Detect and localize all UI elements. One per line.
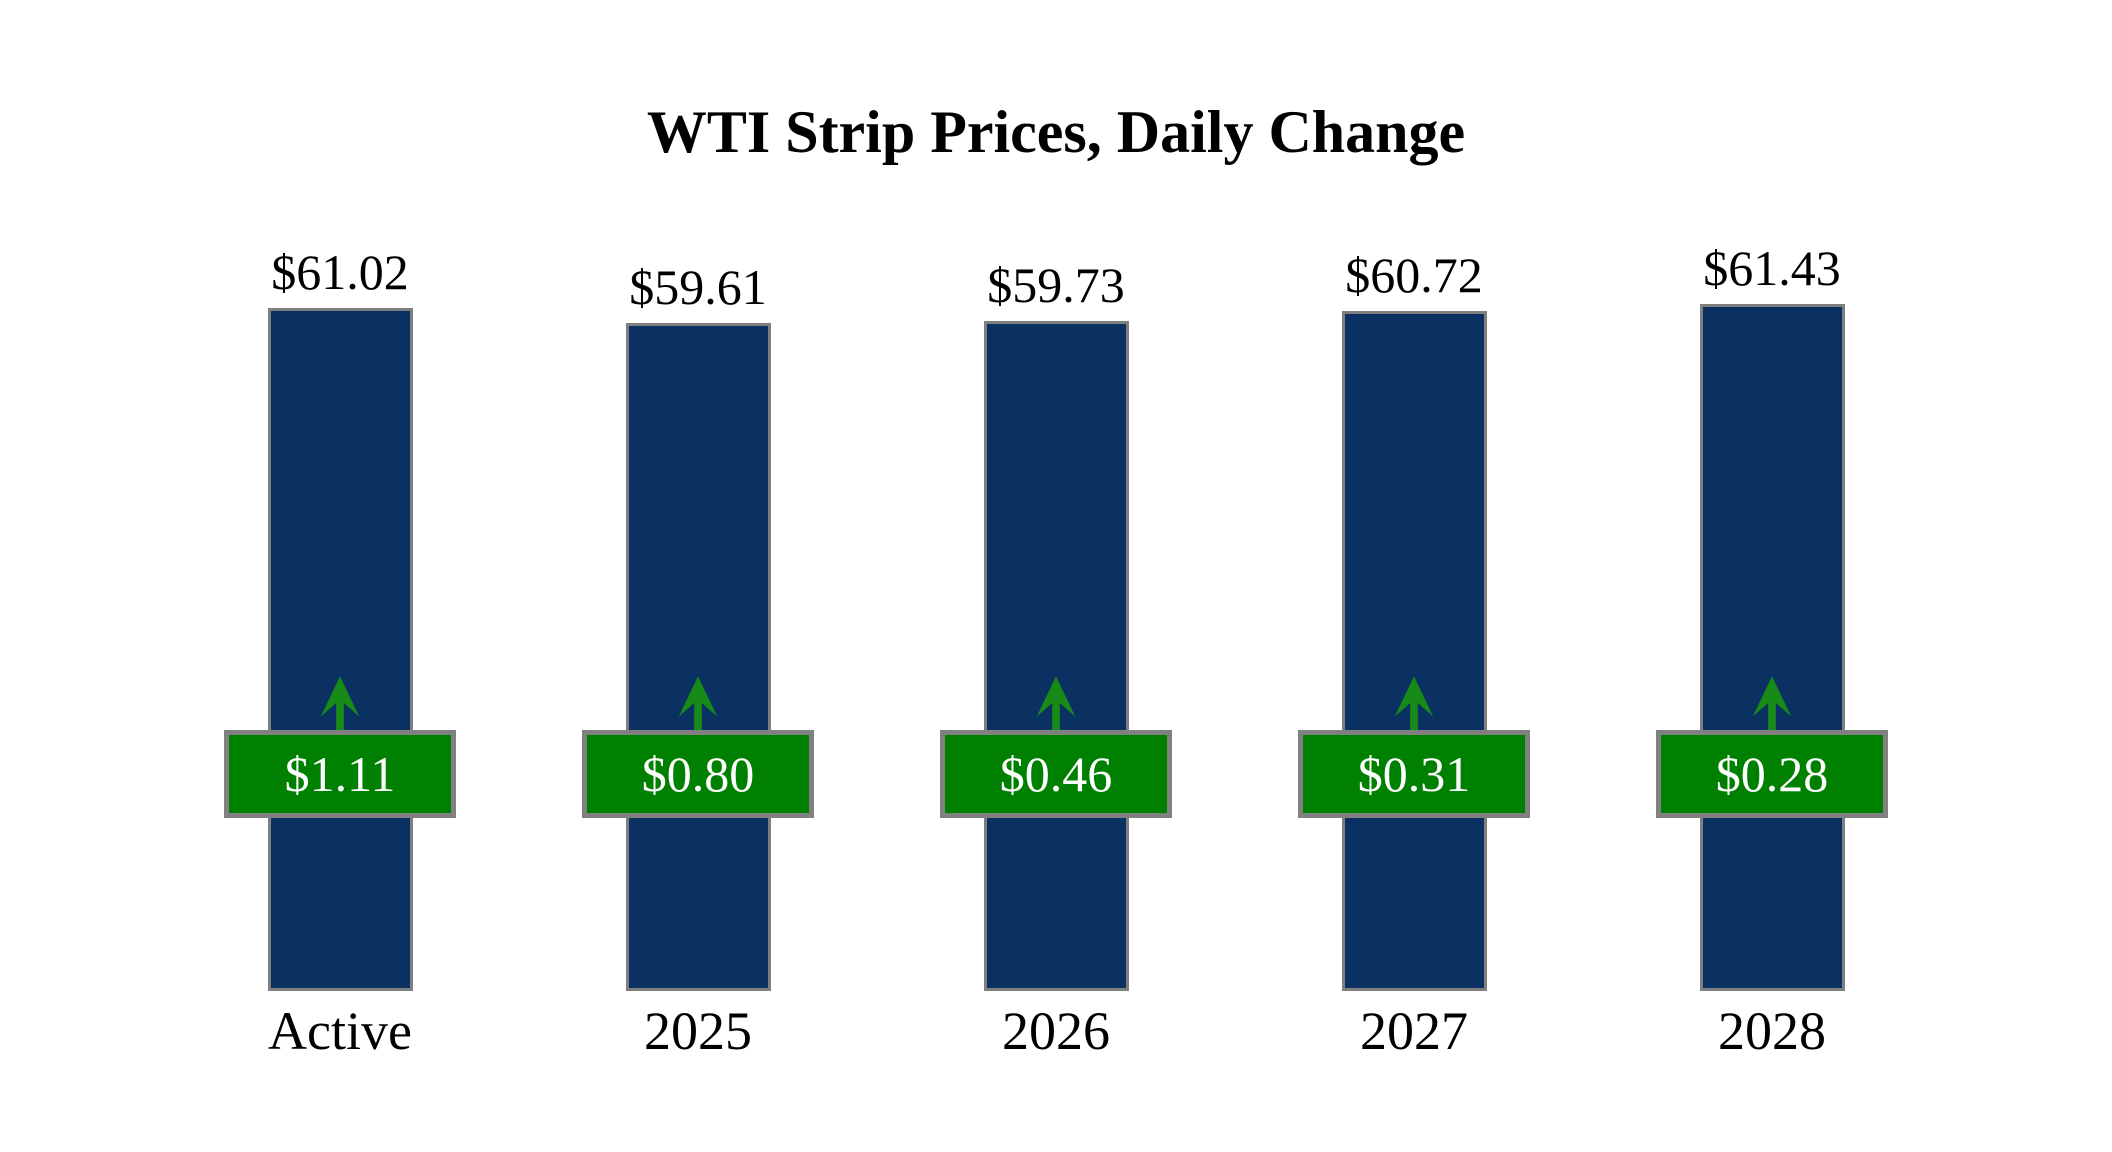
change-badge: $0.31 — [1298, 730, 1530, 818]
price-label: $59.61 — [629, 259, 767, 315]
price-label: $61.43 — [1703, 240, 1841, 296]
change-badge-label: $1.11 — [284, 746, 396, 802]
change-badge-label: $0.28 — [1715, 746, 1829, 802]
change-badge: $0.28 — [1656, 730, 1888, 818]
category-label: 2027 — [1360, 1001, 1468, 1061]
up-arrow-shape — [320, 676, 360, 734]
change-badge-label: $0.80 — [641, 746, 755, 802]
category-label: Active — [268, 1001, 412, 1061]
change-badge: $1.11 — [224, 730, 456, 818]
change-badge: $0.46 — [940, 730, 1172, 818]
price-bar — [1341, 311, 1487, 991]
price-label: $61.02 — [271, 244, 409, 300]
price-bar — [267, 308, 413, 991]
category-label: 2026 — [1002, 1001, 1110, 1061]
change-badge-label: $0.31 — [1357, 746, 1471, 802]
price-bar — [625, 323, 771, 991]
chart-title: WTI Strip Prices, Daily Change — [646, 99, 1466, 165]
price-label: $60.72 — [1345, 247, 1483, 303]
up-arrow-shape — [1394, 676, 1434, 734]
up-arrow-icon — [1752, 676, 1792, 734]
change-badge-label: $0.46 — [999, 746, 1113, 802]
up-arrow-shape — [1752, 676, 1792, 734]
up-arrow-shape — [1036, 676, 1076, 734]
price-bar — [983, 321, 1129, 991]
up-arrow-icon — [320, 676, 360, 734]
price-label: $59.73 — [987, 257, 1125, 313]
up-arrow-icon — [1036, 676, 1076, 734]
up-arrow-shape — [678, 676, 718, 734]
category-label: 2025 — [644, 1001, 752, 1061]
up-arrow-icon — [678, 676, 718, 734]
price-bar — [1699, 304, 1845, 991]
category-label: 2028 — [1718, 1001, 1826, 1061]
change-badge: $0.80 — [582, 730, 814, 818]
up-arrow-icon — [1394, 676, 1434, 734]
